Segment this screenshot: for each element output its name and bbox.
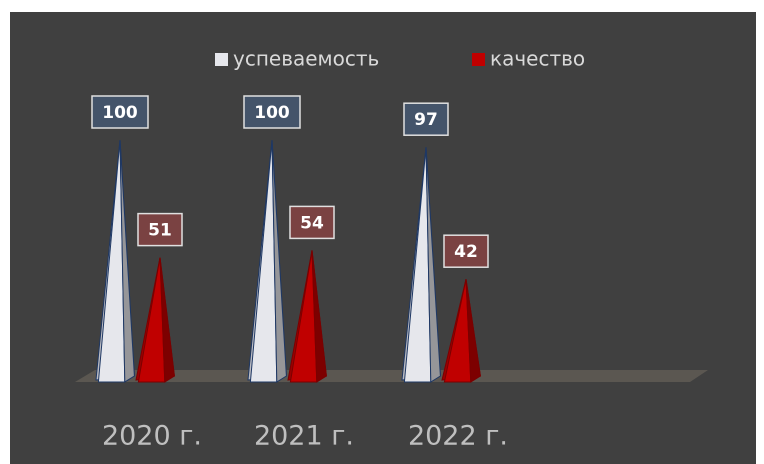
pyramid-face: [159, 257, 175, 383]
data-label-box: [137, 212, 183, 247]
data-label-box: [289, 205, 335, 240]
pyramid: [441, 279, 481, 383]
data-label: 97: [414, 110, 438, 130]
x-tick-label: 2022 г.: [408, 421, 508, 452]
pyramid-face: [465, 279, 481, 383]
legend-swatch: [472, 53, 485, 66]
data-label-box: [91, 95, 149, 129]
pyramid-face: [119, 139, 135, 383]
pyramid: [287, 250, 327, 383]
pyramid-face: [311, 250, 327, 383]
pyramid-face: [425, 147, 441, 383]
x-tick-label: 2020 г.: [102, 421, 202, 452]
legend-swatch: [215, 53, 228, 66]
data-label: 100: [102, 103, 138, 123]
pyramid: [247, 139, 287, 383]
data-label: 54: [300, 213, 324, 233]
data-label: 42: [454, 242, 478, 262]
pyramid-face: [271, 139, 287, 383]
floor: [75, 370, 708, 382]
data-label: 51: [148, 221, 172, 241]
legend-label: качество: [490, 47, 585, 71]
pyramid: [135, 257, 175, 383]
data-label-box: [243, 95, 301, 129]
pyramid: [401, 147, 441, 383]
x-tick-label: 2021 г.: [254, 421, 354, 452]
data-label-box: [443, 234, 489, 268]
data-label-box: [403, 102, 449, 136]
chart-area: [10, 12, 756, 464]
data-label: 100: [254, 103, 290, 123]
legend-label: успеваемость: [233, 47, 379, 71]
pyramid: [95, 139, 135, 383]
